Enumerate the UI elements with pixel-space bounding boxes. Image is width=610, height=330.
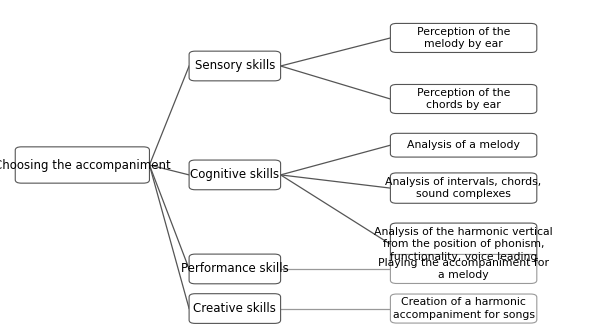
Text: Sensory skills: Sensory skills [195,59,275,73]
FancyBboxPatch shape [189,254,281,284]
FancyBboxPatch shape [390,133,537,157]
FancyBboxPatch shape [390,223,537,265]
Text: Playing the accompaniment for
a melody: Playing the accompaniment for a melody [378,258,549,280]
Text: Perception of the
chords by ear: Perception of the chords by ear [417,88,511,110]
FancyBboxPatch shape [390,294,537,323]
Text: Analysis of a melody: Analysis of a melody [407,140,520,150]
Text: Cognitive skills: Cognitive skills [190,168,279,182]
Text: Choosing the accompaniment: Choosing the accompaniment [0,158,171,172]
FancyBboxPatch shape [15,147,149,183]
FancyBboxPatch shape [189,51,281,81]
Text: Performance skills: Performance skills [181,262,289,276]
Text: Perception of the
melody by ear: Perception of the melody by ear [417,27,511,49]
FancyBboxPatch shape [390,254,537,283]
Text: Creative skills: Creative skills [193,302,276,315]
FancyBboxPatch shape [390,84,537,114]
Text: Analysis of intervals, chords,
sound complexes: Analysis of intervals, chords, sound com… [386,177,542,199]
Text: Creation of a harmonic
accompaniment for songs: Creation of a harmonic accompaniment for… [393,297,534,320]
FancyBboxPatch shape [189,160,281,190]
FancyBboxPatch shape [390,23,537,52]
FancyBboxPatch shape [189,294,281,323]
FancyBboxPatch shape [390,173,537,203]
Text: Analysis of the harmonic vertical
from the position of phonism,
functionality, v: Analysis of the harmonic vertical from t… [375,227,553,262]
